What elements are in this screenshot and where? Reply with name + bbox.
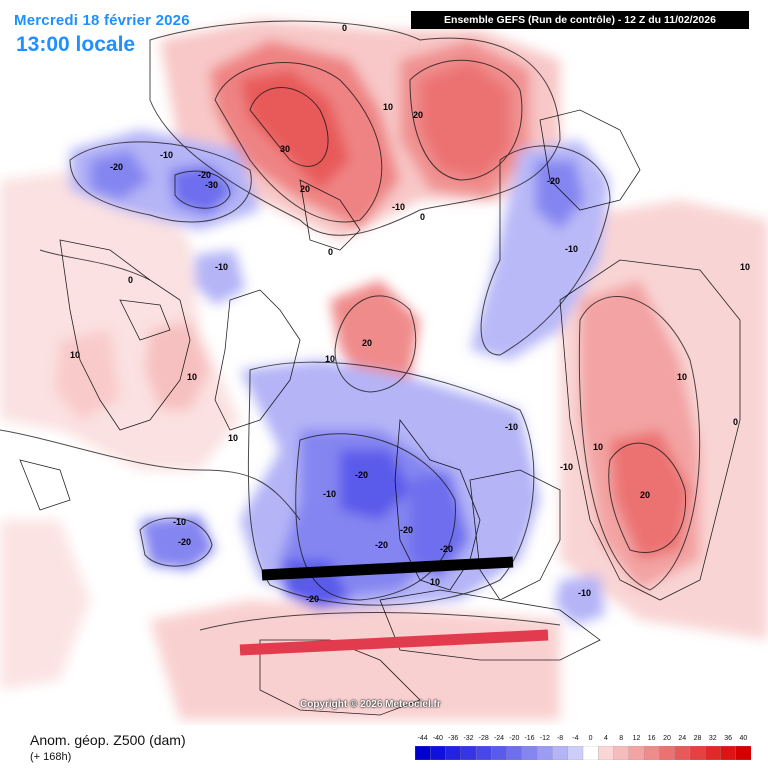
color-scale-tick-label: -4 <box>572 735 579 742</box>
contour-label: -30 <box>205 180 218 190</box>
color-scale-tick-label: -28 <box>478 735 489 742</box>
contour-label: -20 <box>110 162 123 172</box>
contour-label: 20 <box>362 338 372 348</box>
color-scale-swatch <box>735 746 751 760</box>
contour-label: -10 <box>560 462 573 472</box>
contour-label: -20 <box>355 470 368 480</box>
contour-label: -10 <box>215 262 228 272</box>
contour-label: 10 <box>70 350 80 360</box>
color-scale-tick-label: 24 <box>678 735 687 742</box>
contour-label: 10 <box>740 262 750 272</box>
color-scale-swatch <box>689 746 706 760</box>
color-scale-swatch <box>674 746 691 760</box>
color-scale-swatch <box>537 746 554 760</box>
color-scale-swatch <box>643 746 661 760</box>
color-scale-tick-label: 12 <box>632 735 641 742</box>
contour-label: 10 <box>383 102 393 112</box>
color-scale-swatch <box>552 746 569 760</box>
color-scale-tick-label: 36 <box>724 735 732 742</box>
contour-label: -10 <box>160 150 173 160</box>
color-scale-tick-label: -40 <box>432 735 443 742</box>
contour-label: 20 <box>300 184 310 194</box>
color-scale-swatch <box>430 746 447 760</box>
contour-label: -20 <box>440 544 453 554</box>
contour-label: 0 <box>342 23 347 33</box>
color-scale-tick-label: 0 <box>588 735 593 742</box>
color-scale-tick-label: 4 <box>603 735 608 742</box>
contour-label: -10 <box>578 588 591 598</box>
contour-label: 0 <box>733 417 738 427</box>
contour-label: -10 <box>392 202 405 212</box>
color-scale-bar <box>415 746 751 760</box>
color-scale-swatch <box>628 746 645 760</box>
geopotential-anomaly-map: 30 20 20 10 0 -10 -20 -30 -10 -20 -10 -2… <box>0 20 768 720</box>
contour-label: 10 <box>187 372 197 382</box>
contour-label: 10 <box>325 354 335 364</box>
contour-label: -20 <box>375 540 388 550</box>
contour-label: 10 <box>228 433 238 443</box>
color-scale-tick-label: -20 <box>509 735 520 742</box>
color-scale-swatch <box>567 746 584 760</box>
forecast-date: Mercredi 18 février 2026 <box>14 12 190 29</box>
contour-label: 20 <box>640 490 650 500</box>
contour-label: -20 <box>178 537 191 547</box>
color-scale-tick-label: -12 <box>539 735 550 742</box>
color-scale-tick-label: 16 <box>647 735 656 742</box>
color-scale-tick-label: -36 <box>448 735 459 742</box>
color-scale-tick-label: -32 <box>463 735 474 742</box>
color-scale-swatch <box>582 746 599 760</box>
forecast-local-time: 13:00 locale <box>16 33 136 56</box>
contour-label: 10 <box>593 442 603 452</box>
color-scale-tick-label: 32 <box>708 735 717 742</box>
color-scale-swatch <box>705 746 722 760</box>
color-scale-swatch <box>521 746 538 760</box>
contour-label: -20 <box>198 170 211 180</box>
black-annotation-bar <box>261 556 514 581</box>
contour-label: -10 <box>505 422 518 432</box>
color-scale-tick-label: -8 <box>556 735 564 742</box>
forecast-lead-time: (+ 168h) <box>30 751 72 763</box>
variable-title: Anom. géop. Z500 (dam) <box>30 732 186 748</box>
color-scale-swatch <box>720 746 737 760</box>
model-run-label: Ensemble GEFS (Run de contrôle) - 12 Z d… <box>411 11 749 29</box>
contour-labels: 30 20 20 10 0 -10 -20 -30 -10 -20 -10 -2… <box>70 23 750 604</box>
contour-label: -10 <box>565 244 578 254</box>
color-scale-tick-label: 8 <box>619 735 624 742</box>
contour-label: -10 <box>323 489 336 499</box>
contour-label: 20 <box>413 110 423 120</box>
contour-label: 0 <box>128 275 133 285</box>
contour-label: 30 <box>280 144 290 154</box>
contour-label: 10 <box>430 577 440 587</box>
contour-label: 10 <box>677 372 687 382</box>
color-scale-swatch <box>445 746 462 760</box>
copyright-notice: Copyright © 2026 Meteociel.fr <box>300 699 441 710</box>
color-scale-swatch <box>475 746 493 760</box>
color-scale-swatch <box>460 746 477 760</box>
color-scale-swatch <box>415 746 431 760</box>
color-scale-tick-label: -44 <box>417 735 428 742</box>
contour-label: 0 <box>328 247 333 257</box>
contour-label: -20 <box>547 176 560 186</box>
color-scale-swatch <box>598 746 615 760</box>
color-scale-tick-label: -24 <box>493 735 505 742</box>
color-scale-swatch <box>491 746 508 760</box>
color-scale-tick-label: 28 <box>693 735 702 742</box>
contour-label: -20 <box>400 525 413 535</box>
color-scale-tick-label: 40 <box>739 735 748 742</box>
color-scale-swatch <box>613 746 630 760</box>
contour-label: -10 <box>173 517 186 527</box>
color-scale-swatch <box>659 746 676 760</box>
color-scale-tick-label: -16 <box>524 735 535 742</box>
contour-layer <box>0 20 701 631</box>
color-scale-tick-label: 20 <box>663 735 671 742</box>
red-annotation-bar <box>239 629 549 656</box>
contour-label: -20 <box>306 594 319 604</box>
color-scale-swatch <box>506 746 523 760</box>
contour-label: 0 <box>420 212 425 222</box>
color-scale-labels: -44 -40 -36 -32 -28 -24 -20 -16 -12 -8 -4 0 4 8 12 16 20… <box>415 735 751 745</box>
